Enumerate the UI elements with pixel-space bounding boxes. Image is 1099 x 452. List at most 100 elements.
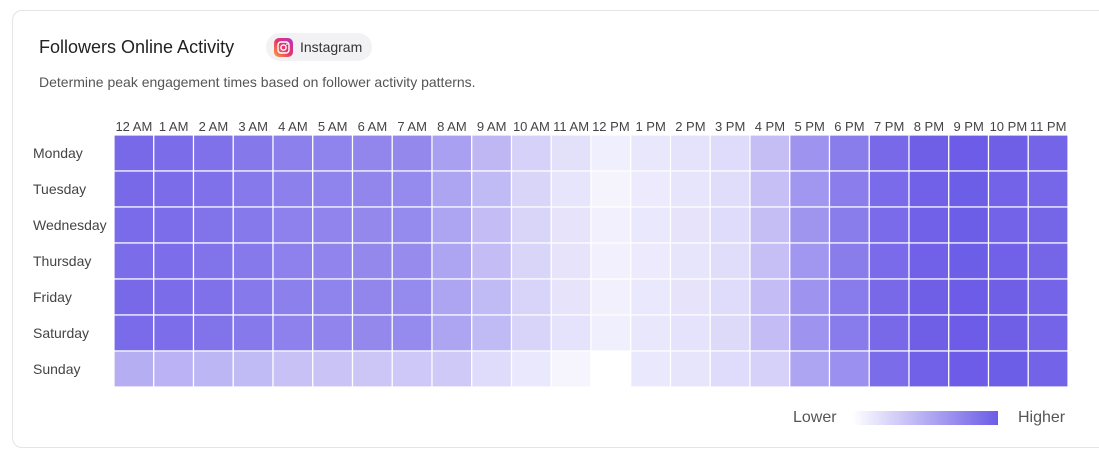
heatmap-cell[interactable] (471, 278, 513, 316)
platform-badge[interactable]: Instagram (266, 33, 373, 61)
heatmap-cell[interactable] (272, 134, 314, 172)
heatmap-cell[interactable] (192, 350, 234, 388)
heatmap-cell[interactable] (272, 350, 314, 388)
heatmap-cell[interactable] (510, 278, 552, 316)
heatmap-cell[interactable] (789, 242, 831, 280)
heatmap-cell[interactable] (153, 134, 195, 172)
heatmap-cell[interactable] (630, 278, 672, 316)
heatmap-cell[interactable] (431, 350, 473, 388)
heatmap-cell[interactable] (153, 170, 195, 208)
heatmap-cell[interactable] (510, 242, 552, 280)
heatmap-cell[interactable] (948, 278, 990, 316)
heatmap-cell[interactable] (669, 242, 711, 280)
heatmap-cell[interactable] (868, 242, 910, 280)
heatmap-cell[interactable] (1027, 278, 1069, 316)
heatmap-cell[interactable] (232, 314, 274, 352)
heatmap-cell[interactable] (1027, 170, 1069, 208)
heatmap-cell[interactable] (709, 278, 751, 316)
heatmap-cell[interactable] (431, 206, 473, 244)
heatmap-cell[interactable] (908, 170, 950, 208)
heatmap-cell[interactable] (471, 314, 513, 352)
heatmap-cell[interactable] (590, 170, 632, 208)
heatmap-cell[interactable] (312, 206, 354, 244)
heatmap-cell[interactable] (948, 206, 990, 244)
heatmap-cell[interactable] (312, 242, 354, 280)
heatmap-cell[interactable] (351, 350, 393, 388)
heatmap-cell[interactable] (908, 350, 950, 388)
heatmap-cell[interactable] (709, 206, 751, 244)
heatmap-cell[interactable] (192, 242, 234, 280)
heatmap-cell[interactable] (669, 206, 711, 244)
heatmap-cell[interactable] (232, 242, 274, 280)
heatmap-cell[interactable] (948, 134, 990, 172)
heatmap-cell[interactable] (630, 350, 672, 388)
heatmap-cell[interactable] (987, 134, 1029, 172)
heatmap-cell[interactable] (987, 170, 1029, 208)
heatmap-cell[interactable] (471, 134, 513, 172)
heatmap-cell[interactable] (1027, 314, 1069, 352)
heatmap-cell[interactable] (153, 314, 195, 352)
heatmap-cell[interactable] (828, 206, 870, 244)
heatmap-cell[interactable] (351, 134, 393, 172)
heatmap-cell[interactable] (351, 314, 393, 352)
heatmap-cell[interactable] (828, 134, 870, 172)
heatmap-cell[interactable] (749, 170, 791, 208)
heatmap-cell[interactable] (987, 242, 1029, 280)
heatmap-cell[interactable] (868, 170, 910, 208)
heatmap-cell[interactable] (948, 242, 990, 280)
heatmap-cell[interactable] (828, 314, 870, 352)
heatmap-cell[interactable] (391, 278, 433, 316)
heatmap-cell[interactable] (391, 170, 433, 208)
heatmap-cell[interactable] (471, 242, 513, 280)
heatmap-cell[interactable] (192, 134, 234, 172)
heatmap-cell[interactable] (590, 134, 632, 172)
heatmap-cell[interactable] (431, 278, 473, 316)
heatmap-cell[interactable] (868, 350, 910, 388)
heatmap-cell[interactable] (550, 170, 592, 208)
heatmap-cell[interactable] (987, 314, 1029, 352)
heatmap-cell[interactable] (987, 350, 1029, 388)
heatmap-cell[interactable] (510, 350, 552, 388)
heatmap-cell[interactable] (391, 134, 433, 172)
heatmap-cell[interactable] (630, 314, 672, 352)
heatmap-cell[interactable] (272, 314, 314, 352)
heatmap-cell[interactable] (987, 278, 1029, 316)
heatmap-cell[interactable] (749, 134, 791, 172)
heatmap-cell[interactable] (709, 134, 751, 172)
heatmap-cell[interactable] (113, 206, 155, 244)
heatmap-cell[interactable] (590, 278, 632, 316)
heatmap-cell[interactable] (868, 206, 910, 244)
heatmap-cell[interactable] (709, 314, 751, 352)
heatmap-cell[interactable] (550, 314, 592, 352)
heatmap-cell[interactable] (1027, 134, 1069, 172)
heatmap-cell[interactable] (550, 278, 592, 316)
heatmap-cell[interactable] (550, 134, 592, 172)
heatmap-cell[interactable] (948, 314, 990, 352)
heatmap-cell[interactable] (232, 206, 274, 244)
heatmap-cell[interactable] (510, 170, 552, 208)
heatmap-cell[interactable] (1027, 350, 1069, 388)
heatmap-cell[interactable] (709, 242, 751, 280)
heatmap-cell[interactable] (630, 134, 672, 172)
heatmap-cell[interactable] (908, 278, 950, 316)
heatmap-cell[interactable] (431, 242, 473, 280)
heatmap-cell[interactable] (789, 134, 831, 172)
heatmap-cell[interactable] (550, 350, 592, 388)
heatmap-cell[interactable] (630, 242, 672, 280)
heatmap-cell[interactable] (749, 278, 791, 316)
heatmap-cell[interactable] (789, 170, 831, 208)
heatmap-cell[interactable] (232, 134, 274, 172)
heatmap-cell[interactable] (232, 170, 274, 208)
heatmap-cell[interactable] (431, 170, 473, 208)
heatmap-cell[interactable] (789, 278, 831, 316)
heatmap-cell[interactable] (192, 170, 234, 208)
heatmap-cell[interactable] (908, 206, 950, 244)
heatmap-cell[interactable] (550, 206, 592, 244)
heatmap-cell[interactable] (192, 206, 234, 244)
heatmap-cell[interactable] (749, 206, 791, 244)
heatmap-cell[interactable] (828, 350, 870, 388)
heatmap-cell[interactable] (789, 350, 831, 388)
heatmap-cell[interactable] (113, 170, 155, 208)
heatmap-cell[interactable] (312, 278, 354, 316)
heatmap-cell[interactable] (510, 134, 552, 172)
